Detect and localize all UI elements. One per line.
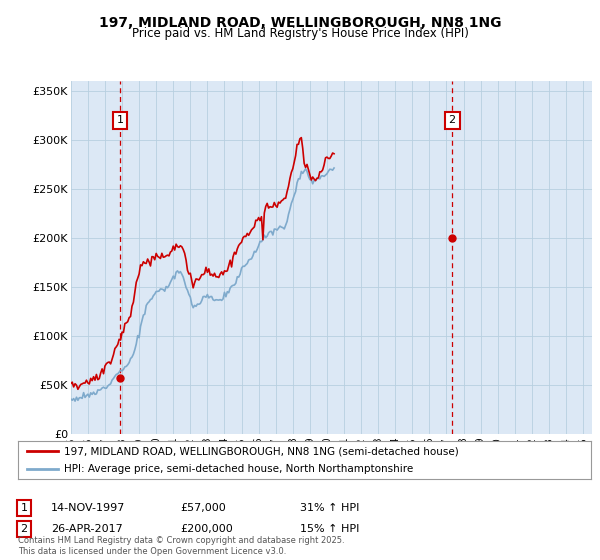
Text: 31% ↑ HPI: 31% ↑ HPI (300, 503, 359, 513)
Text: 2: 2 (449, 115, 456, 125)
Text: 2: 2 (20, 524, 28, 534)
Text: 197, MIDLAND ROAD, WELLINGBOROUGH, NN8 1NG: 197, MIDLAND ROAD, WELLINGBOROUGH, NN8 1… (99, 16, 501, 30)
Text: HPI: Average price, semi-detached house, North Northamptonshire: HPI: Average price, semi-detached house,… (64, 464, 413, 474)
Text: 1: 1 (20, 503, 28, 513)
Text: 15% ↑ HPI: 15% ↑ HPI (300, 524, 359, 534)
Text: Contains HM Land Registry data © Crown copyright and database right 2025.
This d: Contains HM Land Registry data © Crown c… (18, 536, 344, 556)
Text: Price paid vs. HM Land Registry's House Price Index (HPI): Price paid vs. HM Land Registry's House … (131, 27, 469, 40)
Text: 14-NOV-1997: 14-NOV-1997 (51, 503, 125, 513)
Text: £200,000: £200,000 (180, 524, 233, 534)
Text: £57,000: £57,000 (180, 503, 226, 513)
Text: 197, MIDLAND ROAD, WELLINGBOROUGH, NN8 1NG (semi-detached house): 197, MIDLAND ROAD, WELLINGBOROUGH, NN8 1… (64, 446, 458, 456)
Text: 26-APR-2017: 26-APR-2017 (51, 524, 123, 534)
Text: 1: 1 (116, 115, 124, 125)
